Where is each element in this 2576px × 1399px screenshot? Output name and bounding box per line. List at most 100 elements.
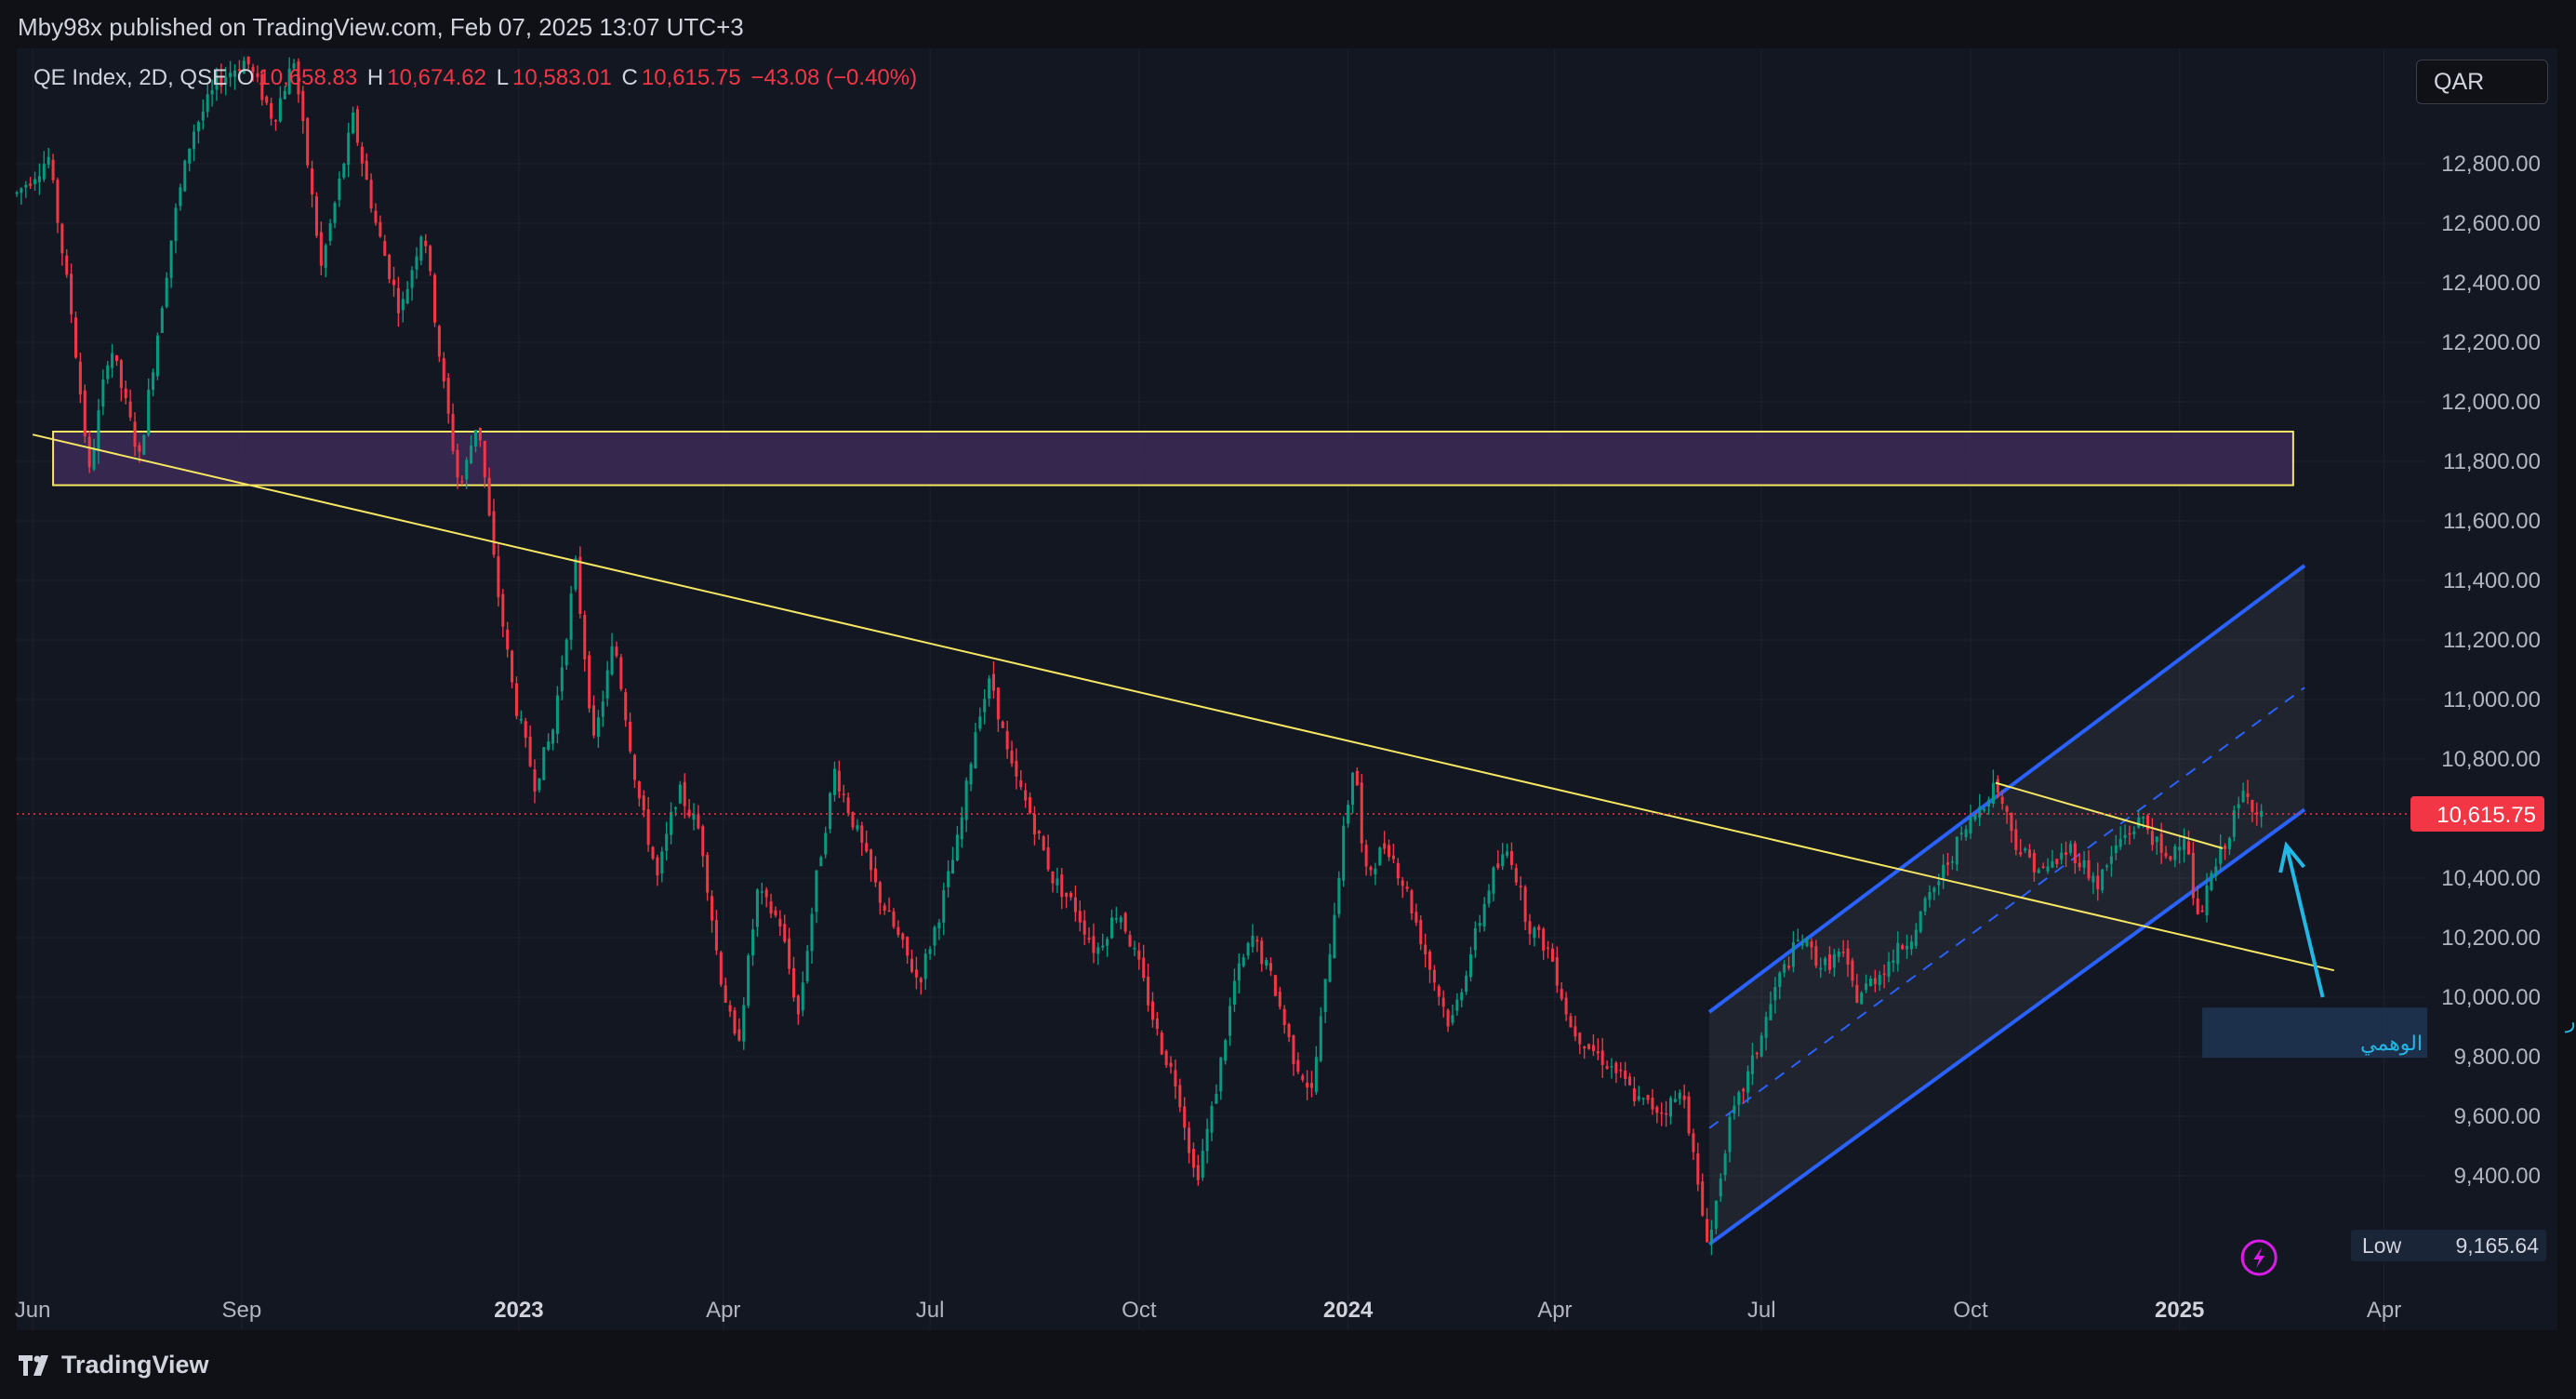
- candle-body: [950, 859, 955, 874]
- candle-body: [660, 851, 664, 873]
- candle-body: [514, 683, 518, 716]
- price-axis-bg: [2427, 48, 2557, 1330]
- candle-body: [114, 354, 119, 362]
- candle-body: [388, 255, 392, 280]
- candle-body: [842, 793, 845, 795]
- candle: [2251, 799, 2254, 822]
- candle-body: [51, 159, 55, 180]
- candle: [1255, 936, 1259, 953]
- candle: [1632, 1076, 1636, 1107]
- candle: [1909, 935, 1913, 955]
- candle: [1128, 930, 1132, 948]
- candle: [1069, 890, 1073, 901]
- candle: [615, 641, 618, 659]
- candle-body: [1673, 1099, 1677, 1102]
- descending-trendline: [32, 433, 2335, 972]
- candle: [56, 177, 60, 233]
- candle: [1350, 771, 1354, 814]
- candle: [352, 106, 355, 135]
- candle: [588, 650, 591, 713]
- candle-body: [1183, 1106, 1187, 1128]
- ohlc-legend: QE Index, 2D, QSE O 10,658.83 H 10,674.62 …: [33, 65, 921, 91]
- candle: [1414, 903, 1418, 926]
- candle-body: [1759, 1035, 1763, 1057]
- candle-body: [246, 56, 250, 65]
- candle: [301, 86, 305, 134]
- candle-body: [1660, 1112, 1664, 1114]
- candle-body: [1073, 897, 1077, 913]
- candle: [338, 171, 341, 207]
- candle: [629, 713, 632, 754]
- candle-body: [824, 833, 828, 855]
- price-chart[interactable]: اعادة اختبار للقناة الصاعدةبعد الكسر الو…: [0, 48, 2576, 1330]
- candle-body: [1996, 779, 1999, 793]
- price-tick-label: 9,400.00: [2454, 1164, 2541, 1189]
- candle-body: [1651, 1098, 1654, 1110]
- candle-body: [969, 764, 973, 785]
- candle: [1855, 973, 1859, 1004]
- low-marker-label: Low: [2362, 1233, 2402, 1258]
- candle: [1005, 721, 1009, 759]
- time-axis: Jun Sep 2023 Apr Jul Oct 2024 Apr Jul Oct 2025 Apr: [15, 1298, 2402, 1323]
- candle-body: [1296, 1059, 1300, 1073]
- candle-body: [1255, 939, 1259, 942]
- candle-body: [210, 89, 214, 95]
- candle-body: [237, 69, 241, 72]
- candle-body: [1832, 953, 1836, 968]
- candle: [1687, 1091, 1691, 1137]
- candle-body: [1991, 782, 1995, 805]
- candle: [2096, 862, 2100, 901]
- candle: [883, 902, 886, 915]
- candle-body: [1560, 989, 1563, 999]
- candle-body: [1260, 940, 1264, 965]
- candle-body: [1482, 903, 1486, 926]
- candle: [2164, 846, 2168, 859]
- candle-body: [2041, 866, 2045, 868]
- candle-body: [183, 160, 187, 192]
- candle: [2232, 806, 2236, 842]
- currency-button[interactable]: QAR: [2416, 60, 2548, 104]
- candle-body: [2164, 852, 2168, 857]
- candle: [692, 803, 696, 831]
- candle-body: [610, 646, 614, 674]
- candle-body: [724, 985, 727, 1003]
- candle-body: [78, 361, 82, 395]
- candle: [1410, 888, 1414, 920]
- candle: [1323, 979, 1327, 1023]
- price-tick-label: 9,600.00: [2454, 1104, 2541, 1129]
- candle: [1665, 1100, 1668, 1127]
- candle: [106, 361, 110, 384]
- candle: [1986, 796, 1991, 815]
- candle: [242, 56, 246, 74]
- candle-body: [165, 277, 168, 308]
- candle: [378, 215, 382, 238]
- candle: [260, 69, 264, 106]
- candle-body: [1605, 1065, 1609, 1069]
- candle-body: [2065, 852, 2068, 856]
- candle: [1355, 767, 1359, 786]
- candle-body: [1983, 808, 1986, 811]
- candle: [365, 153, 368, 180]
- candle-body: [2087, 859, 2091, 879]
- candle-body: [1328, 953, 1332, 982]
- candle: [1746, 1065, 1750, 1103]
- tradingview-brand: TradingView: [61, 1351, 209, 1379]
- candle-body: [846, 797, 850, 813]
- candle: [2087, 850, 2091, 882]
- candle: [1805, 936, 1809, 948]
- ascending-channel: [1707, 564, 2306, 1246]
- candle: [1646, 1094, 1650, 1104]
- candle: [1560, 982, 1563, 1002]
- candle-body: [355, 109, 359, 143]
- candle: [1723, 1150, 1727, 1181]
- candle-body: [651, 846, 655, 859]
- candle-body: [2186, 841, 2191, 855]
- candle-body: [2082, 859, 2086, 868]
- candle: [1446, 1008, 1450, 1033]
- candle: [1037, 830, 1041, 840]
- candle: [70, 263, 73, 324]
- candle: [1514, 863, 1518, 886]
- candle-body: [297, 61, 300, 95]
- candle-body: [774, 910, 777, 916]
- candle: [791, 956, 796, 1002]
